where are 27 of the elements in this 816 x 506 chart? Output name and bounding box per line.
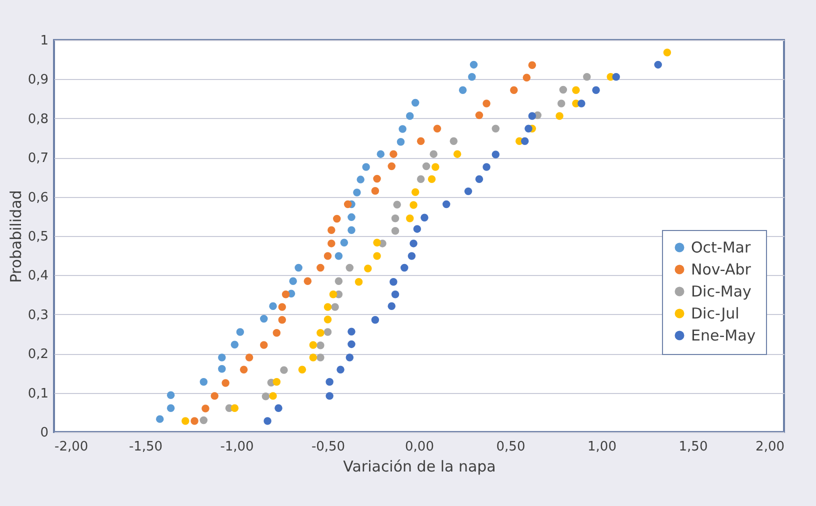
y-tick-label: 0,3: [28, 308, 48, 323]
y-tick-label: 0,1: [28, 386, 48, 402]
y-axis-title: Probabilidad: [6, 190, 25, 283]
y-tick-label: 0: [40, 426, 48, 440]
x-tick-label: 0,50: [496, 440, 526, 454]
legend-label: Oct-Mar: [691, 238, 752, 256]
x-tick-label: -1,00: [220, 440, 254, 454]
y-tick-label: 0,4: [28, 268, 48, 284]
legend-label: Nov-Abr: [691, 260, 752, 278]
y-tick-label: 0,5: [28, 230, 48, 244]
x-tick-label: 2,00: [756, 440, 784, 454]
legend-label: Dic-May: [691, 282, 752, 300]
x-tick-label: -0,50: [311, 440, 346, 454]
y-tick-label: 1: [40, 34, 48, 48]
legend-label: Ene-May: [691, 326, 756, 344]
y-tick-label: 0,7: [28, 151, 48, 166]
y-tick-label: 0,8: [28, 112, 48, 127]
x-tick-label: 1,00: [588, 440, 616, 454]
legend-label: Dic-Jul: [691, 304, 740, 322]
y-tick-label: 0,2: [28, 347, 48, 362]
x-axis-title: Variación de la napa: [343, 458, 496, 476]
x-tick-label: 1,50: [678, 440, 708, 454]
y-tick-label: 0,9: [28, 72, 48, 88]
x-tick-label: 0,00: [405, 440, 434, 454]
y-tick-label: 0,6: [28, 190, 48, 206]
x-tick-label: -1,50: [128, 440, 163, 454]
x-tick-label: -2,00: [54, 440, 88, 454]
